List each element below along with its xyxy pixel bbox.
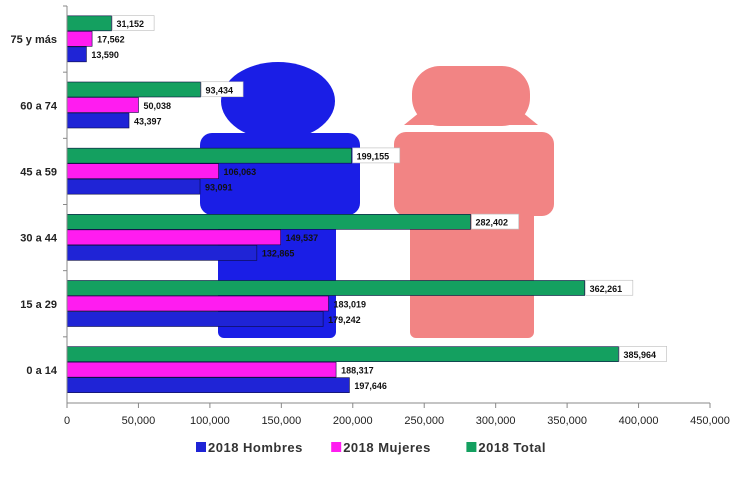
bar-2018-hombres-60-a-74: [66, 112, 130, 129]
data-label: 43,397: [134, 116, 162, 126]
category-label: 15 a 29: [20, 299, 57, 311]
x-tick-label: 200,000: [333, 415, 373, 427]
bars-layer: [66, 15, 619, 393]
data-label: 31,152: [117, 19, 145, 29]
x-tick-label: 0: [64, 415, 70, 427]
data-label: 106,063: [224, 167, 257, 177]
data-label: 13,590: [91, 50, 119, 60]
x-tick-label: 50,000: [122, 415, 156, 427]
data-label: 183,019: [334, 299, 367, 309]
bar-2018-total-0-a-14: [66, 346, 619, 362]
x-tick-label: 350,000: [547, 415, 587, 427]
x-tick-label: 100,000: [190, 415, 230, 427]
data-label: 282,402: [476, 218, 509, 228]
bar-2018-mujeres-45-a-59: [66, 163, 219, 179]
data-label: 197,646: [354, 381, 387, 391]
data-label: 199,155: [357, 151, 390, 161]
data-labels-layer: 385,964 188,317 197,646 362,261 183,019 179,2…: [91, 15, 667, 391]
bar-2018-total-30-a-44: [66, 214, 471, 230]
data-label: 188,317: [341, 365, 374, 375]
legend: 2018 Hombres 2018 Mujeres 2018 Total: [196, 440, 546, 455]
legend-swatch: [331, 442, 342, 452]
data-label: 132,865: [262, 249, 295, 259]
bar-2018-total-15-a-29: [66, 280, 585, 296]
bar-2018-total-75-y-más: [66, 15, 112, 32]
data-label: 385,964: [623, 350, 656, 360]
bar-2018-total-60-a-74: [66, 81, 201, 98]
legend-label: 2018 Hombres: [208, 440, 303, 455]
bar-2018-hombres-15-a-29: [66, 311, 324, 327]
x-tick-label: 150,000: [261, 415, 301, 427]
data-label: 149,537: [286, 233, 319, 243]
category-label: 45 a 59: [20, 166, 57, 178]
bar-2018-mujeres-15-a-29: [66, 295, 329, 312]
data-label-box: [352, 147, 401, 164]
data-label: 93,434: [206, 85, 234, 95]
bar-2018-mujeres-75-y-más: [66, 31, 93, 47]
data-label-box: [201, 81, 244, 98]
category-label: 30 a 44: [20, 233, 58, 245]
category-label: 75 y más: [11, 34, 57, 46]
bar-2018-mujeres-30-a-44: [66, 229, 281, 246]
bar-2018-mujeres-0-a-14: [66, 361, 337, 378]
data-label-box: [619, 346, 667, 362]
data-label: 50,038: [143, 101, 171, 111]
bar-2018-hombres-30-a-44: [66, 245, 258, 261]
legend-label: 2018 Total: [478, 440, 546, 455]
category-label: 60 a 74: [20, 100, 58, 112]
category-label: 0 a 14: [26, 365, 57, 377]
legend-swatch: [196, 442, 206, 452]
bar-2018-mujeres-60-a-74: [66, 97, 139, 113]
data-label-box: [585, 279, 634, 296]
bar-2018-hombres-45-a-59: [66, 178, 201, 195]
data-label: 93,091: [205, 182, 233, 192]
data-label: 179,242: [328, 315, 361, 325]
axes-layer: 0 a 14 15 a 29 30 a 44 45 a 59 60 a 74 75 y m…: [11, 5, 730, 427]
legend-label: 2018 Mujeres: [343, 440, 431, 455]
x-tick-label: 450,000: [690, 415, 730, 427]
legend-swatch: [466, 442, 477, 452]
data-label: 362,261: [590, 284, 623, 294]
female-figure-icon: [394, 66, 554, 338]
bar-2018-hombres-0-a-14: [66, 377, 350, 393]
x-tick-label: 300,000: [476, 415, 516, 427]
x-tick-label: 250,000: [404, 415, 444, 427]
bar-2018-total-45-a-59: [66, 147, 352, 164]
data-label-box: [471, 213, 520, 230]
data-label-box: [112, 15, 155, 31]
bar-2018-hombres-75-y-más: [66, 46, 87, 63]
data-label: 17,562: [97, 35, 125, 45]
x-tick-label: 400,000: [619, 415, 659, 427]
